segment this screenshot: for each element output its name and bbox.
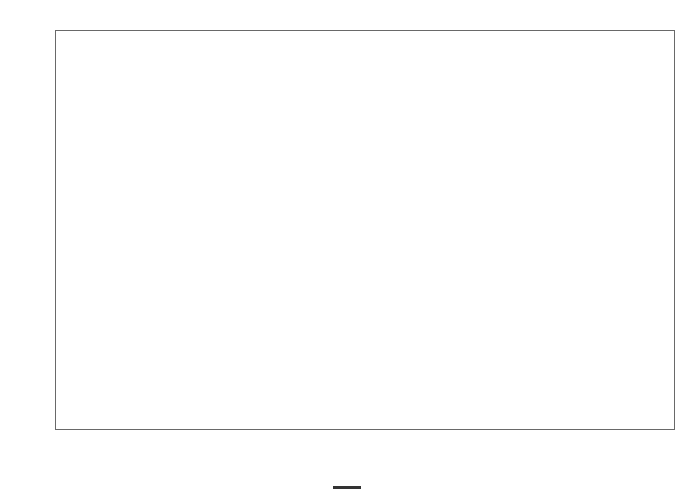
chart-container [0,0,700,500]
legend [0,476,700,494]
legend-swatch [333,486,361,489]
plot-area [55,30,675,430]
legend-item-visits [333,486,367,489]
line-series [56,31,674,429]
